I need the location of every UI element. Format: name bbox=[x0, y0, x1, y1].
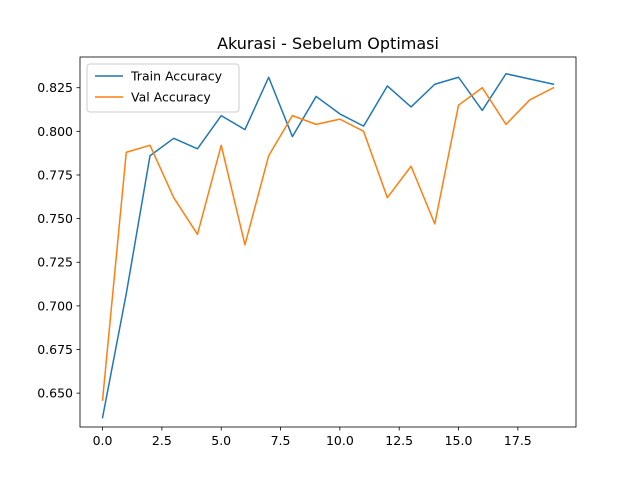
x-tick-label: 2.5 bbox=[152, 433, 172, 448]
series-line-1 bbox=[101, 86, 555, 401]
x-tick-label: 17.5 bbox=[504, 433, 532, 448]
y-tick-label: 0.700 bbox=[37, 298, 73, 313]
x-tick-label: 10.0 bbox=[326, 433, 354, 448]
x-tick-label: 12.5 bbox=[385, 433, 413, 448]
y-tick-label: 0.775 bbox=[37, 167, 73, 182]
series-layer bbox=[101, 73, 555, 419]
x-tick-label: 7.5 bbox=[271, 433, 291, 448]
y-tick-label: 0.825 bbox=[37, 80, 73, 95]
x-tick-label: 5.0 bbox=[211, 433, 231, 448]
legend-label-0: Train Accuracy bbox=[130, 69, 223, 84]
chart-title: Akurasi - Sebelum Optimasi bbox=[217, 34, 439, 53]
plot-area-frame bbox=[79, 56, 577, 428]
legend-box bbox=[86, 63, 240, 113]
axes-layer: 0.0 2.5 5.0 7.5 10.0 12.5 15.0 17.5 0.650 0.675 0.… bbox=[37, 56, 577, 448]
y-tick-label: 0.750 bbox=[37, 211, 73, 226]
x-tick-label: 15.0 bbox=[445, 433, 473, 448]
legend: Train Accuracy Val Accuracy bbox=[86, 63, 240, 113]
y-tick-label: 0.800 bbox=[37, 124, 73, 139]
y-tick-label: 0.675 bbox=[37, 342, 73, 357]
series-line-0 bbox=[101, 73, 555, 419]
x-tick-label: 0.0 bbox=[93, 433, 113, 448]
y-tick-label: 0.650 bbox=[37, 386, 73, 401]
legend-label-1: Val Accuracy bbox=[131, 90, 211, 105]
y-tick-label: 0.725 bbox=[37, 255, 73, 270]
